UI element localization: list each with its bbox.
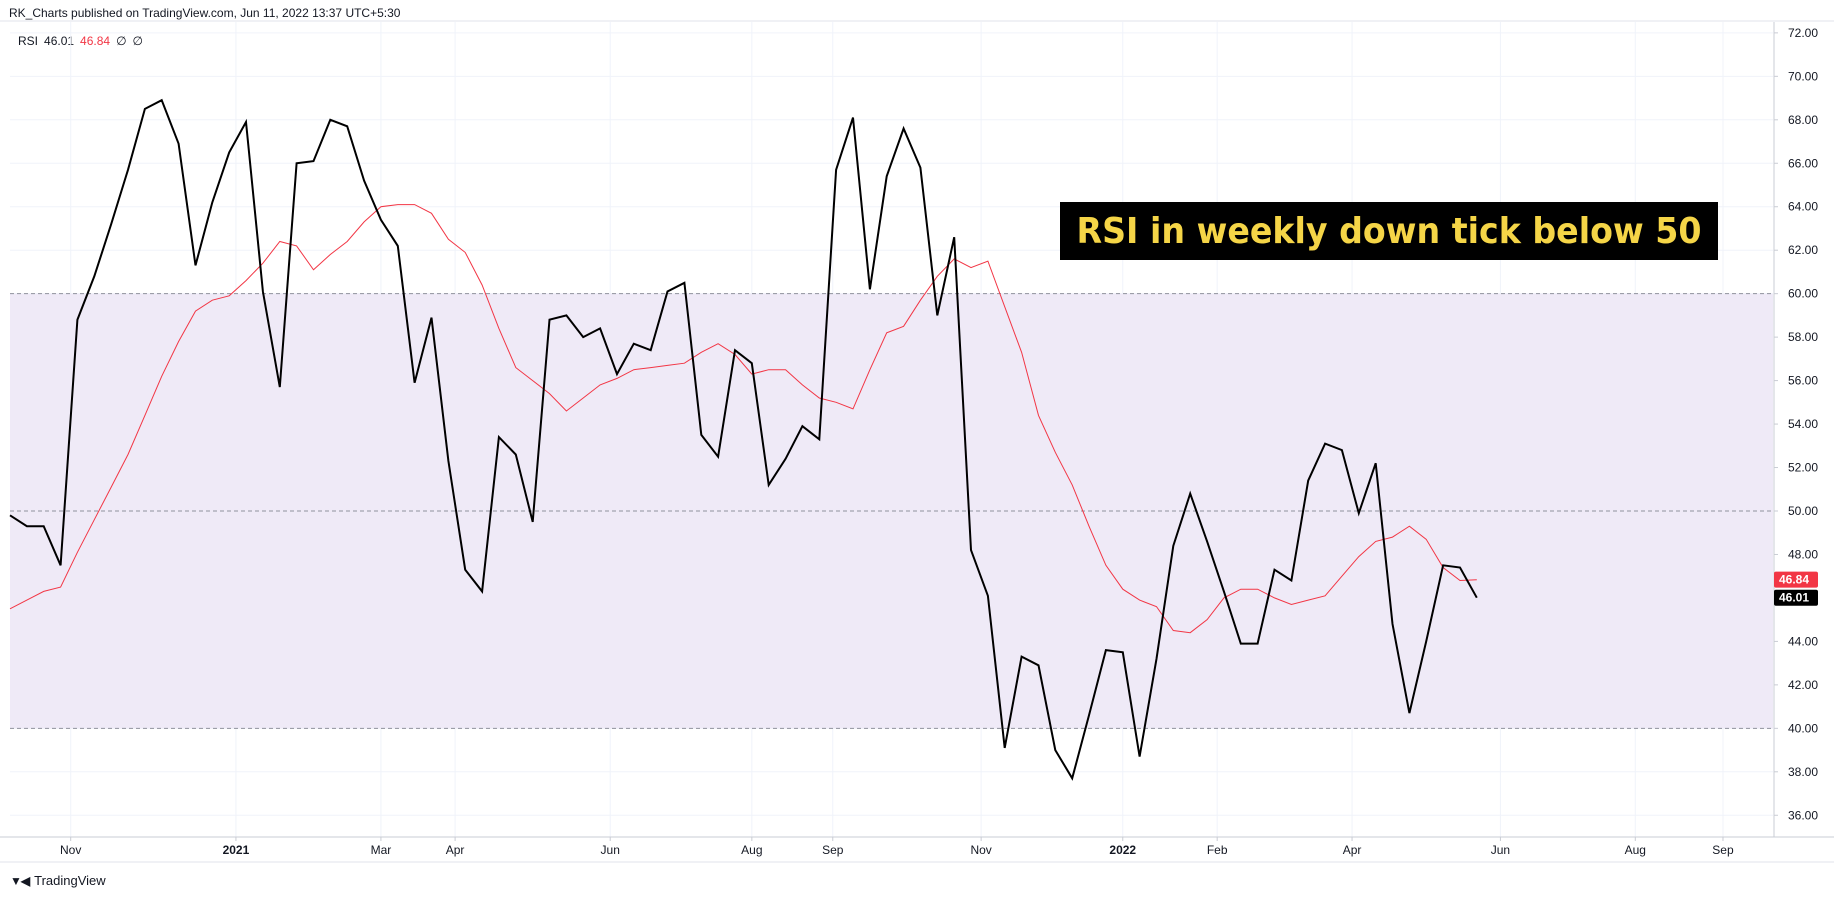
tradingview-logo-icon: ▼⁠◀ [10, 873, 30, 888]
last-value-text-rsi: 46.01 [1779, 591, 1809, 605]
publish-info: RK_Charts published on TradingView.com, … [9, 6, 401, 20]
last-value-bg-rsi [1774, 589, 1818, 606]
x-tick-label: Jun [1491, 843, 1510, 857]
y-tick-label: 54.00 [1788, 417, 1818, 431]
chart-series [9, 98, 1478, 781]
x-tick-label: Mar [371, 843, 392, 857]
tradingview-brand[interactable]: ▼⁠◀ TradingView [10, 873, 106, 888]
x-tick-label: 2021 [223, 843, 250, 857]
x-tick-label: Nov [60, 843, 81, 857]
legend-rsi-value: 46.01 [44, 34, 75, 48]
last-value-labels: 46.84 46.01 [1774, 571, 1818, 606]
x-tick-label: Sep [1712, 843, 1734, 857]
x-tick-label: Jun [601, 843, 620, 857]
annotation-text: RSI in weekly down tick below 50 [1077, 211, 1702, 252]
y-tick-label: 68.00 [1788, 113, 1818, 127]
rsi-band-fill [10, 293, 1773, 729]
x-tick-label: Aug [1625, 843, 1646, 857]
y-axis-ticks: 72.00 70.00 68.00 66.00 64.00 62.00 60.00 58.00… [1774, 26, 1818, 822]
chart-axes [0, 20, 1834, 863]
x-tick-label: Feb [1207, 843, 1228, 857]
y-tick-label: 50.00 [1788, 504, 1818, 518]
y-tick-label: 60.00 [1788, 287, 1818, 301]
series-line-rsi [9, 98, 1478, 781]
legend-extra-2: ∅ [132, 34, 143, 48]
annotation-background [1060, 202, 1718, 260]
y-tick-label: 64.00 [1788, 200, 1818, 214]
annotation-box: RSI in weekly down tick below 50 [1060, 202, 1718, 260]
x-tick-label: Apr [446, 843, 465, 857]
legend-extra-1: ∅ [116, 34, 127, 48]
y-tick-label: 38.00 [1788, 765, 1818, 779]
legend-indicator-name: RSI [18, 34, 39, 48]
y-tick-label: 52.00 [1788, 461, 1818, 475]
y-tick-label: 70.00 [1788, 69, 1818, 83]
legend-sma-value: 46.84 [80, 34, 111, 48]
y-tick-label: 36.00 [1788, 808, 1818, 822]
x-axis-ticks: Nov 2021 Mar Apr Jun Aug Sep Nov 2022 Feb Apr Jun Au… [60, 837, 1734, 857]
tradingview-brand-label: TradingView [34, 873, 106, 888]
x-tick-label: 2022 [1109, 843, 1136, 857]
y-tick-label: 58.00 [1788, 330, 1818, 344]
x-tick-label: Aug [741, 843, 762, 857]
y-tick-label: 62.00 [1788, 243, 1818, 257]
last-value-text-sma: 46.84 [1779, 573, 1809, 587]
y-tick-label: 56.00 [1788, 374, 1818, 388]
x-tick-label: Apr [1343, 843, 1362, 857]
y-tick-label: 42.00 [1788, 678, 1818, 692]
indicator-legend[interactable]: RSI 46.01 46.84 ∅ ∅ [18, 34, 143, 48]
y-tick-label: 44.00 [1788, 634, 1818, 648]
y-tick-label: 72.00 [1788, 26, 1818, 40]
last-value-bg-sma [1774, 571, 1818, 588]
x-tick-label: Nov [970, 843, 991, 857]
x-tick-label: Sep [822, 843, 844, 857]
series-line-sma [9, 204, 1477, 634]
y-tick-label: 48.00 [1788, 547, 1818, 561]
y-tick-label: 66.00 [1788, 156, 1818, 170]
y-tick-label: 40.00 [1788, 721, 1818, 735]
